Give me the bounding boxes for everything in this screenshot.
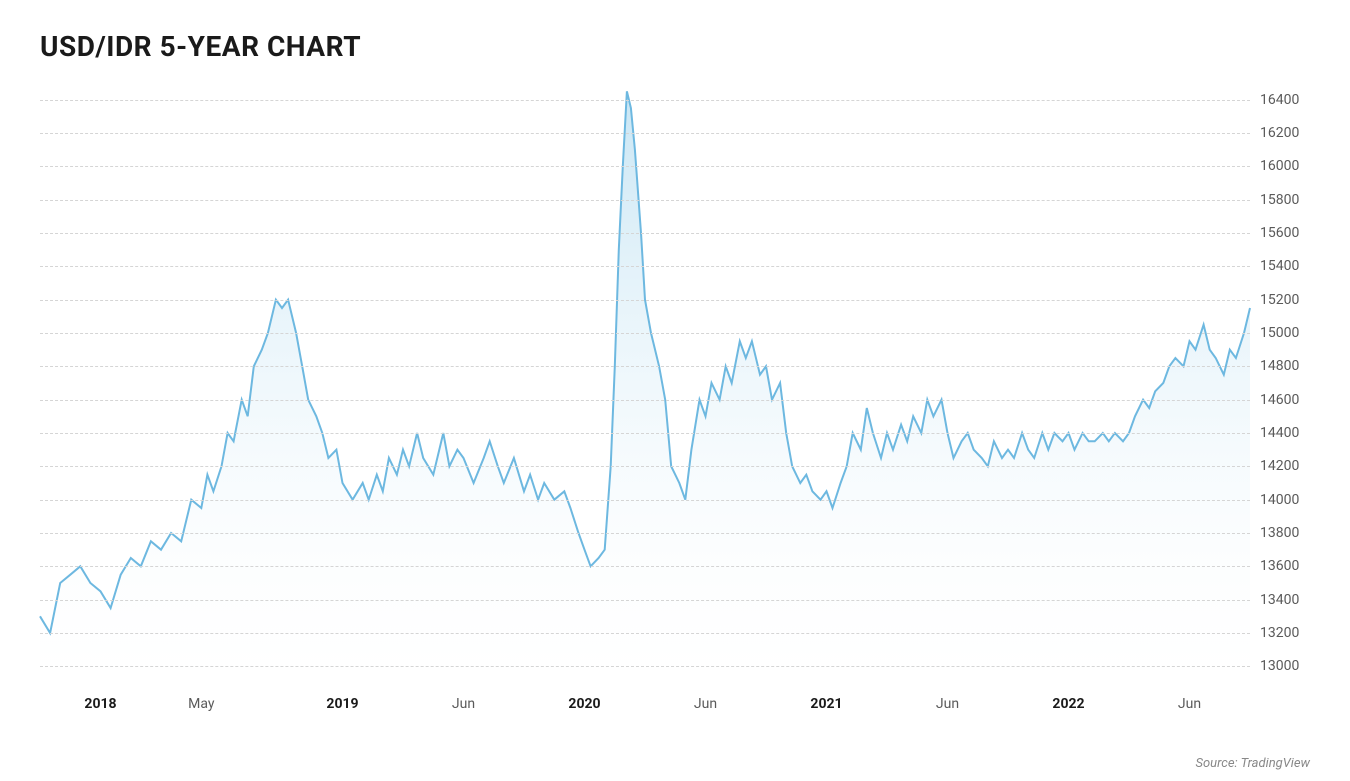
y-axis: 13000 13200 13400 13600 13800 14000 14200 14400… (1255, 83, 1310, 683)
grid-line (40, 233, 1250, 234)
chart-svg (40, 83, 1250, 683)
y-tick-label: 15000 (1260, 325, 1310, 341)
y-tick-label: 13200 (1260, 625, 1310, 641)
y-tick-label: 15400 (1260, 258, 1310, 274)
x-tick-label: Jun (452, 696, 475, 712)
y-tick-label: 14800 (1260, 358, 1310, 374)
y-tick-label: 16200 (1260, 125, 1310, 141)
x-tick-label: Jun (694, 696, 717, 712)
chart-title: USD/IDR 5-YEAR CHART (40, 30, 1310, 63)
grid-line (40, 500, 1250, 501)
y-tick-label: 13000 (1260, 658, 1310, 674)
grid-line (40, 366, 1250, 367)
grid-line (40, 633, 1250, 634)
grid-line (40, 600, 1250, 601)
y-tick-label: 15200 (1260, 292, 1310, 308)
x-tick-label: Jun (1178, 696, 1201, 712)
grid-line (40, 166, 1250, 167)
x-tick-label: 2021 (810, 696, 842, 712)
grid-line (40, 200, 1250, 201)
grid-line (40, 533, 1250, 534)
y-tick-label: 14600 (1260, 392, 1310, 408)
y-tick-label: 13600 (1260, 558, 1310, 574)
source-label: Source: TradingView (1195, 756, 1310, 771)
y-tick-label: 16000 (1260, 158, 1310, 174)
y-tick-label: 15800 (1260, 192, 1310, 208)
y-tick-label: 16400 (1260, 92, 1310, 108)
grid-line (40, 666, 1250, 667)
area-fill (40, 91, 1250, 683)
chart-container: USD/IDR 5-YEAR CHART 13000 13200 13400 1360… (0, 0, 1350, 781)
x-tick-label: 2022 (1052, 696, 1084, 712)
grid-line (40, 266, 1250, 267)
plot-area (40, 83, 1250, 683)
grid-line (40, 300, 1250, 301)
grid-line (40, 466, 1250, 467)
x-tick-label: 2019 (326, 696, 358, 712)
grid-line (40, 566, 1250, 567)
x-tick-label: Jun (936, 696, 959, 712)
plot-wrapper: 13000 13200 13400 13600 13800 14000 14200 14400… (40, 83, 1310, 723)
grid-line (40, 400, 1250, 401)
grid-line (40, 433, 1250, 434)
y-tick-label: 14200 (1260, 458, 1310, 474)
x-axis: 2018 May 2019 Jun 2020 Jun 2021 Jun 2022 Jun (40, 688, 1250, 723)
x-tick-label: 2018 (84, 696, 116, 712)
y-tick-label: 13800 (1260, 525, 1310, 541)
y-tick-label: 15600 (1260, 225, 1310, 241)
y-tick-label: 14000 (1260, 492, 1310, 508)
y-tick-label: 13400 (1260, 592, 1310, 608)
x-tick-label: 2020 (568, 696, 600, 712)
y-tick-label: 14400 (1260, 425, 1310, 441)
grid-line (40, 100, 1250, 101)
grid-line (40, 133, 1250, 134)
x-tick-label: May (188, 696, 214, 712)
grid-line (40, 333, 1250, 334)
